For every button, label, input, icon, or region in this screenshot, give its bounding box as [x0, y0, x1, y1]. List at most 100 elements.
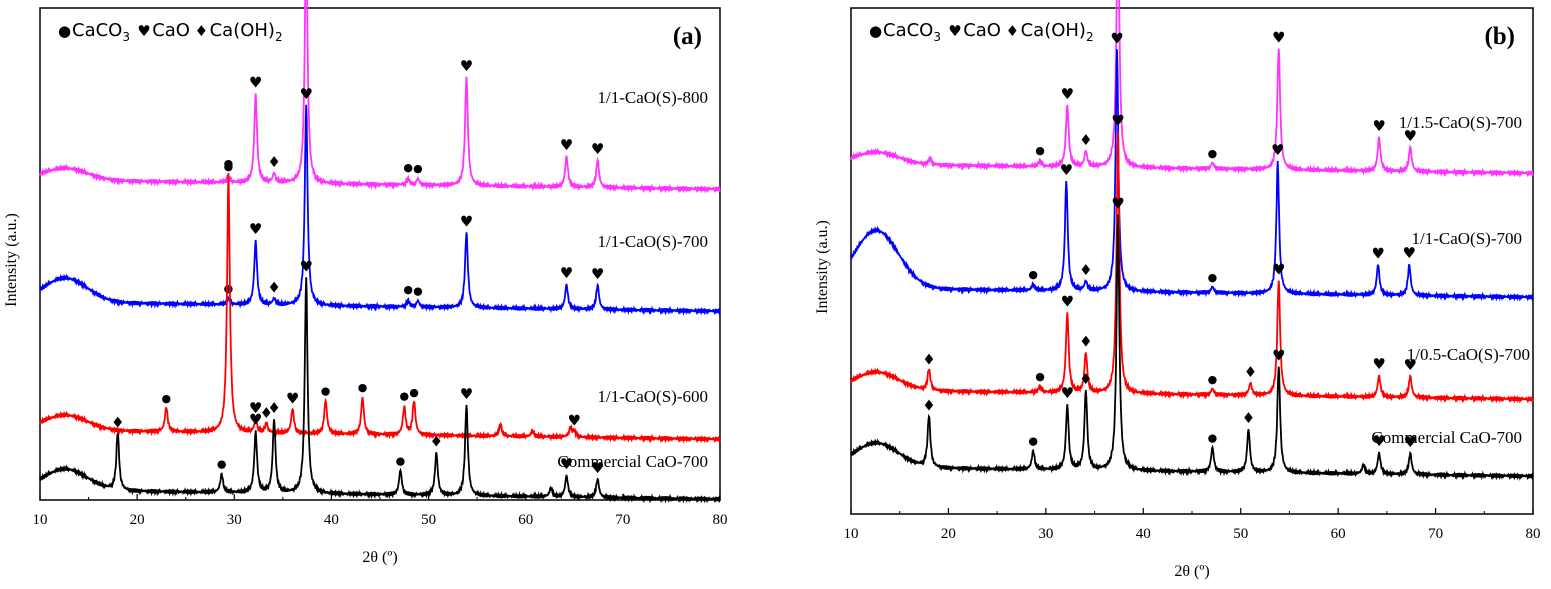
plot-frame: [39, 7, 721, 501]
phase-marker: ♥: [1404, 433, 1417, 451]
phase-marker: ●: [161, 392, 171, 405]
legend-label: CaO: [963, 20, 1001, 41]
phase-marker: ♥: [1372, 355, 1385, 373]
legend-symbol: ●: [58, 22, 71, 40]
legend-item: ● CaCO3: [869, 20, 941, 44]
phase-marker: ●: [413, 162, 423, 175]
series-line: [850, 214, 1534, 481]
x-axis-label: 2θ (º): [362, 549, 397, 566]
phase-marker: ♥: [1061, 85, 1074, 103]
phase-marker: ♥: [1111, 112, 1124, 130]
x-tick-label: 60: [518, 512, 533, 528]
series-line: [39, 0, 721, 194]
phase-marker: ♦: [430, 432, 443, 450]
legend-label: CaCO3: [72, 20, 130, 44]
phase-marker: ♥: [1272, 347, 1285, 365]
phase-marker: ♥: [1061, 292, 1074, 310]
phase-marker: ♥: [249, 73, 262, 91]
legend-label: CaCO3: [883, 20, 941, 44]
phase-marker: ♦: [1244, 363, 1257, 381]
legend-label-subscript: 3: [933, 30, 941, 44]
phase-marker: ♥: [1271, 141, 1284, 159]
series-label: 1/0.5-CaO(S)-700: [1407, 345, 1530, 364]
legend-symbol: ♦: [1006, 22, 1019, 40]
x-tick-label: 50: [1233, 526, 1248, 542]
phase-marker: ♥: [460, 385, 473, 403]
x-tick-label: 20: [941, 526, 956, 542]
phase-marker: ♦: [1079, 261, 1092, 279]
phase-marker: ●: [1208, 271, 1218, 284]
phase-marker: ●: [403, 161, 413, 174]
phase-marker: ♥: [1371, 245, 1384, 263]
phase-marker: ●: [1035, 144, 1045, 157]
phase-marker: ♥: [299, 257, 312, 275]
x-tick-label: 40: [1136, 526, 1151, 542]
phase-marker: ♦: [267, 399, 280, 417]
phase-marker: ●: [1035, 370, 1045, 383]
x-tick-label: 30: [1038, 526, 1053, 542]
phase-marker: ♥: [286, 389, 299, 407]
phase-marker: ♥: [1110, 29, 1123, 47]
legend-item: ♥ CaO: [137, 20, 190, 41]
phase-marker: ♦: [1079, 131, 1092, 149]
phase-marker: ●: [217, 458, 227, 471]
x-tick-label: 80: [713, 512, 728, 528]
y-axis-label: Intensity (a.u.): [3, 213, 20, 307]
phase-marker: ♥: [1061, 384, 1074, 402]
series-line: [39, 104, 721, 316]
phase-marker: ♦: [1242, 409, 1255, 427]
phase-marker: ♥: [560, 264, 573, 282]
legend-symbol: ♦: [195, 22, 208, 40]
legend-label-text: CaO: [152, 20, 190, 41]
x-tick-label: 70: [1428, 526, 1443, 542]
phase-marker: ♦: [111, 414, 124, 432]
series-line: [39, 172, 721, 444]
phase-marker: ●: [1208, 431, 1218, 444]
phase-marker: ♦: [267, 278, 280, 296]
legend-label-text: Ca(OH): [1021, 20, 1086, 41]
series-label: 1/1-CaO(S)-600: [598, 387, 708, 406]
series-line: [39, 277, 721, 504]
phase-marker: ●: [224, 157, 234, 170]
chart-panel-b: 10 20 30 40 50 60 70 80 2θ (º) Intensity (a.u.) (b…: [814, 0, 1541, 580]
phase-marker: ●: [358, 381, 368, 394]
legend-item: ♦ Ca(OH)2: [1006, 20, 1094, 44]
legend-label-subscript: 2: [275, 30, 283, 44]
phase-marker: ♥: [1404, 356, 1417, 374]
series-line: [850, 131, 1534, 404]
phase-marker: ●: [224, 160, 234, 173]
phase-marker: ●: [409, 386, 419, 399]
phase-marker: ♥: [460, 57, 473, 75]
phase-marker: ●: [1208, 373, 1218, 386]
phase-marker: ♦: [267, 153, 280, 171]
phase-marker: ♥: [1372, 432, 1385, 450]
phase-marker: ♥: [249, 410, 262, 428]
phase-marker: ♥: [591, 459, 604, 477]
legend-symbol: ♥: [948, 22, 961, 40]
legend-label: Ca(OH)2: [210, 20, 283, 44]
phase-marker: ♥: [560, 136, 573, 154]
phase-marker: ♥: [299, 85, 312, 103]
phase-marker: ♥: [1272, 29, 1285, 47]
x-tick-label: 70: [615, 512, 630, 528]
phase-marker: ♦: [1079, 332, 1092, 350]
phase-marker: ♥: [460, 212, 473, 230]
phase-marker: ♦: [922, 350, 935, 368]
x-tick-label: 20: [130, 512, 145, 528]
phase-marker: ●: [399, 390, 409, 403]
phase-marker: ●: [403, 283, 413, 296]
x-tick-label: 30: [227, 512, 242, 528]
legend-label: Ca(OH)2: [1021, 20, 1094, 44]
phase-marker: ●: [224, 282, 234, 295]
phase-marker: ♦: [1079, 370, 1092, 388]
legend-label: CaO: [152, 20, 190, 41]
phase-marker: ●: [1028, 435, 1038, 448]
x-tick-label: 10: [844, 526, 859, 542]
series-label: 1/1.5-CaO(S)-700: [1399, 113, 1522, 132]
legend-item: ♥ CaO: [948, 20, 1001, 41]
phase-marker: ♥: [1404, 127, 1417, 145]
phase-marker: ●: [413, 284, 423, 297]
legend-symbol: ♥: [137, 22, 150, 40]
series-label: 1/1-CaO(S)-800: [598, 88, 708, 107]
